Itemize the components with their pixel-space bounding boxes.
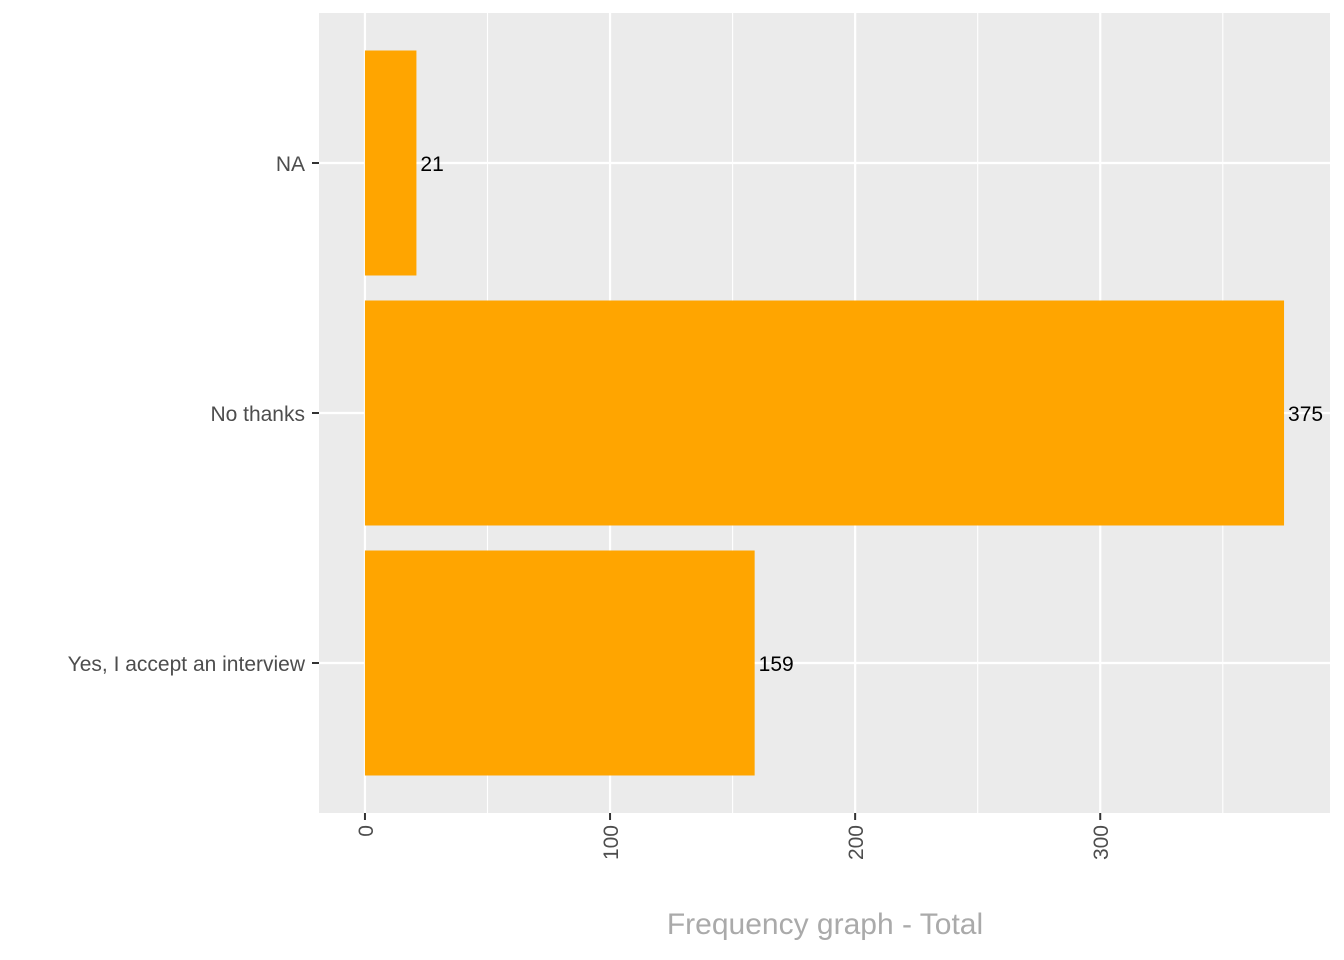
- bar: [364, 550, 755, 776]
- bar: [364, 50, 417, 276]
- data-label: 21: [420, 153, 443, 176]
- y-tick-label: NA: [276, 153, 305, 176]
- x-tick-label: 300: [1090, 825, 1113, 860]
- data-label: 159: [759, 653, 794, 676]
- data-label: 375: [1288, 403, 1323, 426]
- x-tick-label: 0: [355, 825, 378, 837]
- x-tick-label: 200: [845, 825, 868, 860]
- x-tick-label: 100: [600, 825, 623, 860]
- bar: [364, 300, 1285, 526]
- x-axis-label: Frequency graph - Total: [666, 908, 984, 941]
- y-tick-label: No thanks: [210, 403, 305, 426]
- y-tick-label: Yes, I accept an interview: [68, 653, 306, 676]
